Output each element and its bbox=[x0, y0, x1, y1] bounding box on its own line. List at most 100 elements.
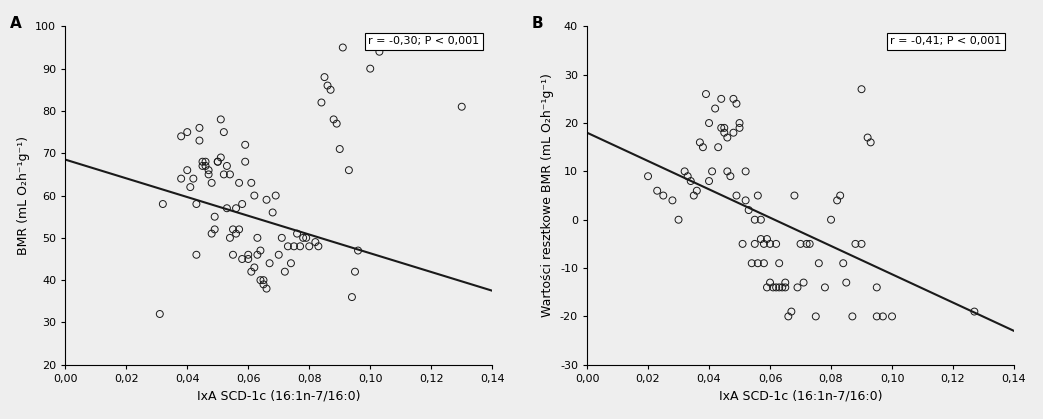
Point bbox=[197, 158, 214, 165]
Point bbox=[227, 205, 244, 212]
Point bbox=[151, 310, 168, 317]
Point bbox=[219, 205, 236, 212]
Point bbox=[256, 281, 272, 288]
Point bbox=[243, 179, 260, 186]
Point bbox=[671, 216, 687, 223]
Point bbox=[747, 241, 763, 247]
Point bbox=[966, 308, 983, 315]
Point bbox=[777, 284, 794, 291]
Point bbox=[823, 216, 840, 223]
Point bbox=[844, 313, 860, 320]
Point bbox=[829, 197, 846, 204]
Point bbox=[753, 216, 770, 223]
Point bbox=[213, 154, 229, 161]
Point bbox=[747, 216, 763, 223]
Point bbox=[316, 74, 333, 80]
Point bbox=[181, 184, 198, 191]
Point bbox=[231, 226, 247, 233]
Point bbox=[737, 197, 754, 204]
Point bbox=[639, 173, 656, 180]
Point bbox=[280, 243, 296, 250]
Point bbox=[267, 192, 284, 199]
Point bbox=[259, 197, 275, 203]
Point bbox=[883, 313, 900, 320]
X-axis label: IxA SCD-1c (16:1n-7/16:0): IxA SCD-1c (16:1n-7/16:0) bbox=[719, 389, 882, 402]
Point bbox=[753, 236, 770, 243]
Point bbox=[715, 129, 732, 136]
Point bbox=[329, 120, 345, 127]
Point bbox=[755, 260, 772, 266]
Point bbox=[224, 251, 241, 258]
Point bbox=[319, 82, 336, 89]
Point bbox=[750, 192, 767, 199]
Point bbox=[810, 260, 827, 266]
Point bbox=[780, 313, 797, 320]
Point bbox=[343, 294, 360, 300]
Point bbox=[834, 260, 851, 266]
X-axis label: IxA SCD-1c (16:1n-7/16:0): IxA SCD-1c (16:1n-7/16:0) bbox=[197, 389, 361, 402]
Point bbox=[838, 279, 854, 286]
Point bbox=[224, 226, 241, 233]
Point bbox=[341, 167, 358, 173]
Point bbox=[771, 260, 787, 266]
Point bbox=[179, 129, 196, 135]
Point bbox=[207, 213, 223, 220]
Point bbox=[454, 103, 470, 110]
Point bbox=[197, 163, 214, 169]
Point bbox=[246, 264, 263, 271]
Point bbox=[765, 284, 781, 291]
Point bbox=[292, 243, 309, 250]
Point bbox=[191, 124, 208, 131]
Text: r = -0,30; P < 0,001: r = -0,30; P < 0,001 bbox=[368, 36, 480, 47]
Point bbox=[761, 279, 778, 286]
Point bbox=[173, 175, 190, 182]
Point bbox=[719, 168, 735, 175]
Point bbox=[210, 158, 226, 165]
Point bbox=[704, 168, 721, 175]
Point bbox=[231, 179, 247, 186]
Point bbox=[371, 48, 388, 55]
Point bbox=[712, 124, 729, 131]
Point bbox=[685, 192, 702, 199]
Point bbox=[234, 201, 250, 207]
Point bbox=[243, 268, 260, 275]
Point bbox=[728, 100, 745, 107]
Point bbox=[283, 260, 299, 266]
Point bbox=[249, 251, 266, 258]
Point bbox=[349, 247, 366, 254]
Point bbox=[259, 285, 275, 292]
Point bbox=[194, 158, 211, 165]
Point bbox=[755, 241, 772, 247]
Point bbox=[179, 167, 196, 173]
Point bbox=[295, 235, 312, 241]
Point bbox=[246, 192, 263, 199]
Point bbox=[221, 171, 238, 178]
Point bbox=[758, 284, 775, 291]
Point bbox=[725, 129, 742, 136]
Point bbox=[237, 142, 253, 148]
Point bbox=[790, 284, 806, 291]
Point bbox=[758, 236, 775, 243]
Point bbox=[213, 116, 229, 123]
Point bbox=[832, 192, 849, 199]
Point bbox=[750, 260, 767, 266]
Point bbox=[203, 230, 220, 237]
Point bbox=[240, 256, 257, 262]
Point bbox=[707, 105, 724, 112]
Point bbox=[774, 284, 791, 291]
Point bbox=[679, 173, 696, 180]
Point bbox=[869, 313, 886, 320]
Point bbox=[200, 171, 217, 178]
Point bbox=[783, 308, 800, 315]
Point bbox=[261, 260, 277, 266]
Point bbox=[798, 241, 815, 247]
Point bbox=[655, 192, 672, 199]
Point bbox=[728, 192, 745, 199]
Point bbox=[219, 163, 236, 169]
Point bbox=[859, 134, 876, 141]
Point bbox=[249, 235, 266, 241]
Point bbox=[710, 144, 727, 150]
Point bbox=[725, 96, 742, 102]
Point bbox=[273, 235, 290, 241]
Point bbox=[676, 168, 693, 175]
